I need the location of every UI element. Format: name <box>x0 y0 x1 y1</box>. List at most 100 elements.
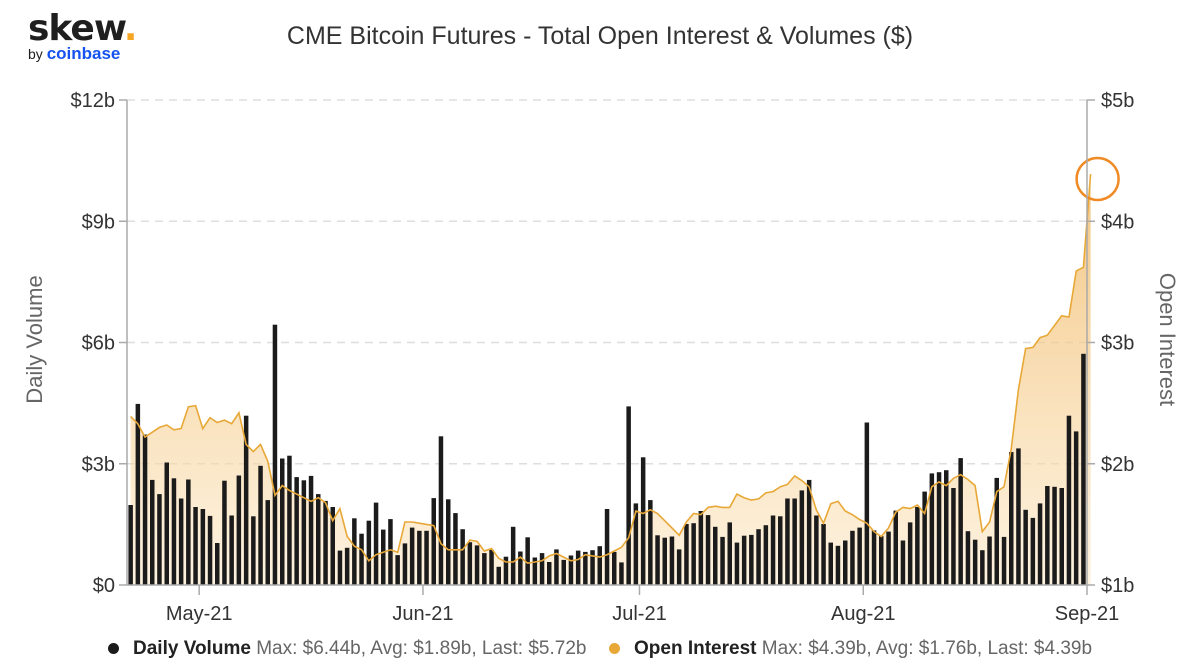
volume-bar <box>280 458 285 585</box>
volume-bar <box>438 436 444 585</box>
volume-bar <box>799 490 805 585</box>
volume-bar <box>236 475 242 585</box>
volume-bar <box>510 526 516 585</box>
volume-bar <box>294 477 299 585</box>
volume-bar <box>720 536 725 585</box>
volume-bar <box>640 457 646 585</box>
volume-bar <box>171 478 177 585</box>
volume-bar <box>301 480 307 585</box>
volume-bar <box>864 422 870 585</box>
volume-bar <box>409 527 415 585</box>
volume-bar <box>1037 503 1043 585</box>
volume-bar <box>612 551 617 585</box>
volume-bar <box>142 434 148 585</box>
volume-bar <box>741 535 747 585</box>
right-axis-tick-label: $1b <box>1101 575 1134 597</box>
legend-marker-open-interest <box>609 643 620 655</box>
volume-bar <box>359 533 364 585</box>
x-axis-tick-label: May-21 <box>166 603 233 625</box>
volume-bar <box>951 488 956 585</box>
volume-bar <box>944 470 949 585</box>
volume-bar <box>655 535 660 585</box>
volume-bar <box>330 507 335 585</box>
volume-bar <box>568 555 574 585</box>
volume-bar <box>402 543 408 585</box>
volume-bar <box>381 529 386 585</box>
volume-bar <box>229 515 234 585</box>
volume-bar <box>344 547 350 585</box>
volume-bar <box>489 549 494 585</box>
volume-bar <box>337 550 343 585</box>
volume-bar <box>626 406 631 585</box>
volume-bar <box>207 515 213 585</box>
x-axis-tick-label: Jul-21 <box>612 603 666 625</box>
right-axis-tick-label: $3b <box>1101 333 1134 355</box>
volume-bar <box>900 540 906 585</box>
volume-bar <box>597 546 602 585</box>
volume-bar <box>1001 536 1007 585</box>
volume-bar <box>785 498 790 585</box>
left-axis-tick-label: $6b <box>82 333 115 355</box>
volume-bar <box>417 530 422 585</box>
volume-bar <box>164 462 169 585</box>
volume-bar <box>958 458 963 585</box>
volume-bar <box>886 531 891 585</box>
x-axis-tick-label: Sep-21 <box>1055 603 1120 625</box>
left-axis-title: Daily Volume <box>22 275 47 403</box>
volume-bar <box>388 519 393 585</box>
volume-bar <box>503 556 509 585</box>
legend-item-daily-volume[interactable]: Daily Volume Max: $6.44b, Avg: $1.89b, L… <box>108 638 586 660</box>
volume-bar <box>272 324 278 585</box>
volume-bar <box>308 475 314 585</box>
last-value-highlight-circle <box>1075 156 1120 202</box>
volume-bar <box>1023 509 1028 585</box>
right-axis-title: Open Interest <box>1155 273 1180 406</box>
volume-bar <box>676 549 682 585</box>
chart-title: CME Bitcoin Futures - Total Open Interes… <box>286 22 914 50</box>
volume-bar <box>857 527 862 585</box>
volume-bar <box>662 537 667 585</box>
x-axis-tick-label: Jun-21 <box>392 603 453 625</box>
volume-bar <box>352 518 357 585</box>
volume-bar <box>243 415 249 585</box>
volume-bar <box>323 500 328 585</box>
volume-bar <box>915 507 920 585</box>
volume-bar <box>691 523 696 585</box>
logo-wordmark: skew. <box>28 8 137 49</box>
volume-bar <box>936 472 942 585</box>
volume-bar <box>518 551 523 585</box>
volume-bar <box>1030 517 1036 585</box>
volume-bar <box>770 515 776 585</box>
volume-bar <box>1009 452 1014 585</box>
legend-stats-daily-volume: Max: $6.44b, Avg: $1.89b, Last: $5.72b <box>256 638 587 659</box>
left-axis-tick-label: $9b <box>82 211 115 233</box>
volume-bar <box>1016 448 1021 585</box>
volume-bar <box>561 559 566 585</box>
volume-bar <box>1073 431 1079 585</box>
volume-bar <box>619 562 624 585</box>
volume-bar <box>749 534 754 585</box>
volume-bar <box>395 555 400 585</box>
volume-bar <box>128 505 133 585</box>
volume-bar <box>496 566 501 585</box>
volume-bar <box>265 500 270 585</box>
volume-bar <box>705 515 711 585</box>
volume-bar <box>460 529 465 585</box>
volume-bar <box>684 524 689 585</box>
volume-bar <box>835 545 841 585</box>
volume-bar <box>373 502 379 585</box>
volume-bar <box>907 522 913 585</box>
volume-bar <box>258 465 263 585</box>
volume-bar <box>648 500 653 585</box>
volume-bar <box>135 403 141 585</box>
volume-bar <box>482 553 487 585</box>
volume-bar <box>431 498 436 585</box>
legend-item-open-interest[interactable]: Open Interest Max: $4.39b, Avg: $1.76b, … <box>609 638 1092 660</box>
volume-bar <box>713 526 718 585</box>
legend-label-open-interest: Open Interest <box>634 638 757 659</box>
logo-byline: by coinbase <box>28 44 121 63</box>
volume-bar <box>1059 488 1064 585</box>
right-axis-tick-label: $5b <box>1101 90 1134 112</box>
volume-bar <box>893 510 898 585</box>
